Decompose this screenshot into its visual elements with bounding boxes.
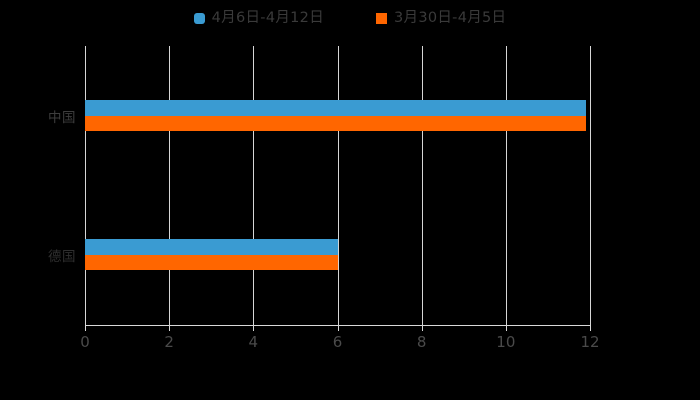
x-axis-tick	[85, 325, 86, 331]
bar-series-b[interactable]	[85, 255, 338, 271]
bar-series-b[interactable]	[85, 115, 586, 131]
x-axis-tick	[590, 325, 591, 331]
x-axis-tick	[421, 325, 423, 331]
gridline	[253, 46, 255, 325]
chart-legend: 4月6日-4月12日 3月30日-4月5日	[0, 4, 700, 32]
x-axis-tick	[169, 325, 171, 331]
x-axis-tick-label: 10	[496, 333, 516, 351]
y-axis-category-label: 德国	[48, 249, 76, 266]
legend-item-series-b[interactable]: 3月30日-4月5日	[376, 11, 506, 26]
legend-swatch-icon-series-b	[376, 12, 387, 24]
plot-area	[85, 46, 591, 325]
x-axis-tick-label: 12	[580, 333, 600, 351]
gridline	[421, 46, 423, 325]
gridline	[590, 46, 591, 325]
gridline	[85, 46, 86, 325]
gridline	[337, 46, 339, 325]
x-axis-tick-label: 0	[80, 333, 90, 351]
gridline	[505, 46, 507, 325]
bar-series-a[interactable]	[85, 239, 338, 256]
legend-swatch-icon-series-a	[193, 12, 205, 24]
x-axis-tick	[337, 325, 339, 331]
x-axis-tick	[253, 325, 255, 331]
legend-item-series-a[interactable]: 4月6日-4月12日	[193, 9, 324, 26]
legend-label-series-a: 4月6日-4月12日	[211, 9, 324, 26]
legend-label-series-b: 3月30日-4月5日	[394, 9, 507, 26]
gridline	[169, 46, 171, 325]
x-axis-tick-label: 4	[248, 333, 259, 351]
x-axis-tick-label: 8	[416, 333, 427, 351]
x-axis-tick	[505, 325, 507, 331]
x-axis-tick-label: 6	[332, 333, 343, 351]
x-axis-tick-label: 2	[164, 333, 174, 351]
bar-series-a[interactable]	[85, 99, 586, 116]
y-axis-category-label: 中国	[48, 109, 76, 126]
